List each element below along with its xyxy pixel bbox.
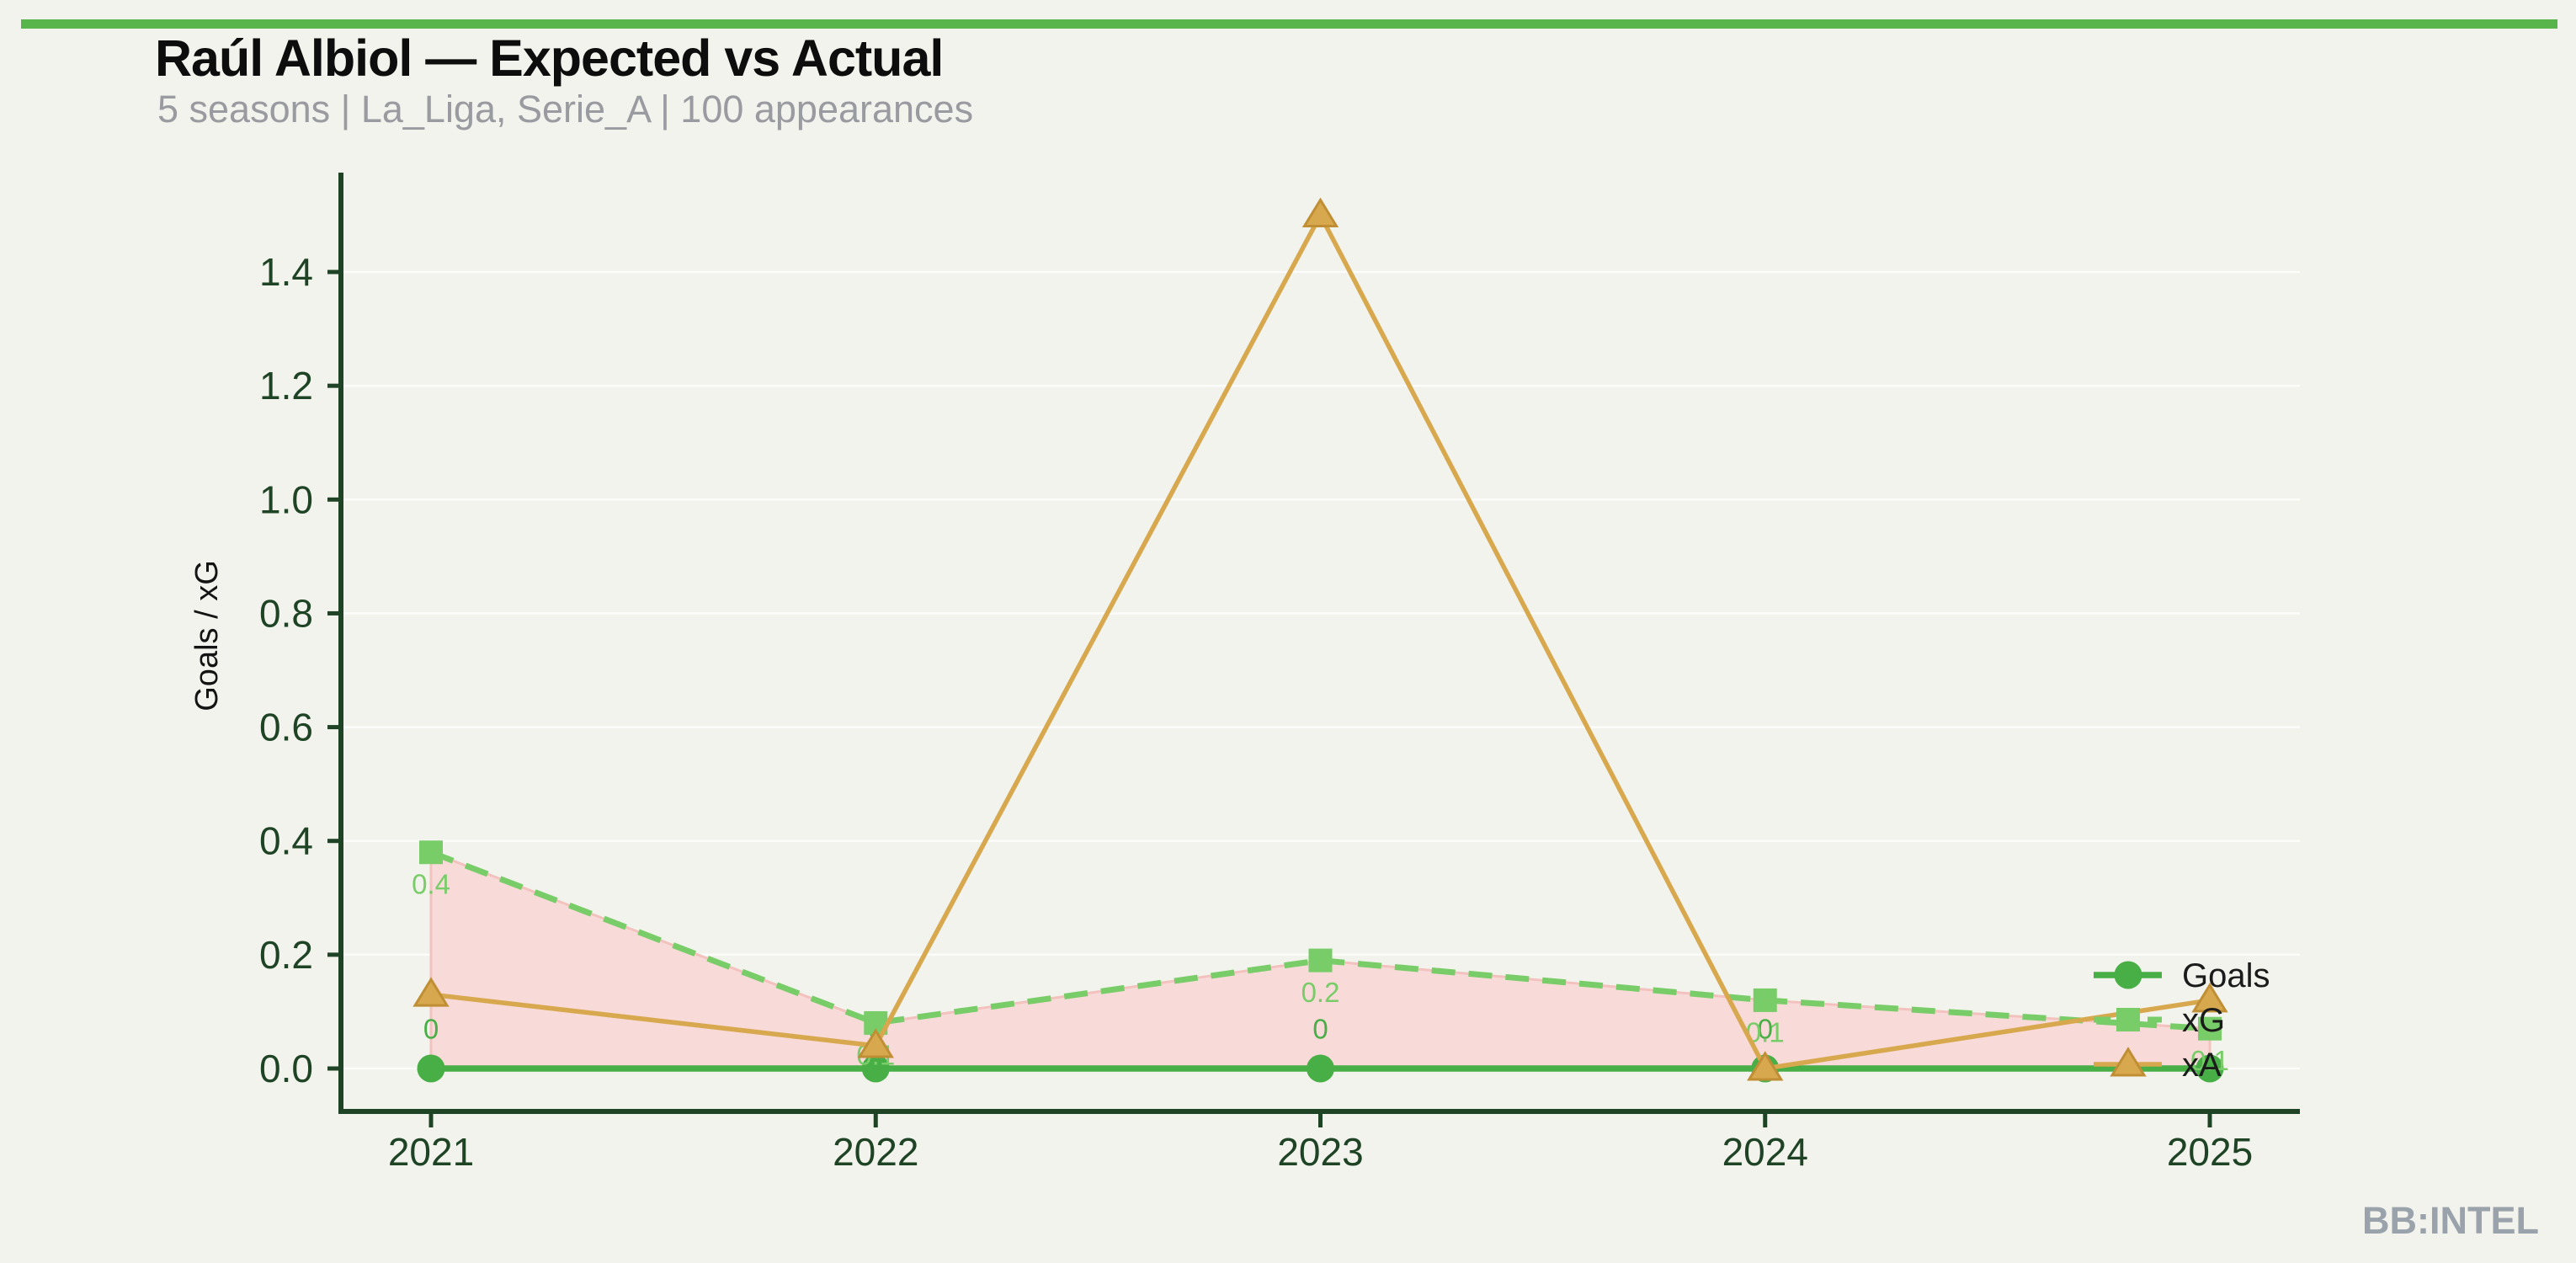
legend-label-xa: xA [2182,1047,2222,1084]
legend-label-xg: xG [2182,1002,2225,1039]
goals-point [1307,1054,1334,1083]
y-tick-label: 1.2 [259,364,313,408]
xa-point [1747,1051,1784,1081]
xg-point [1753,988,1777,1012]
x-tick-label: 2023 [1277,1130,1363,1174]
legend-label-goals: Goals [2182,957,2270,994]
y-tick-label: 0.0 [259,1047,313,1090]
watermark: BB:INTEL [2362,1199,2539,1242]
xa-point [2191,983,2228,1013]
goals-data-label: 0 [1312,1014,1328,1045]
goals-point [2195,1054,2224,1083]
legend-item-xa: xA [2094,1047,2222,1084]
legend-goals-marker [2114,961,2142,989]
x-tick-label: 2025 [2167,1130,2253,1174]
chart-subtitle: 5 seasons | La_Liga, Serie_A | 100 appea… [157,88,974,131]
xa-point [412,977,450,1007]
x-tick-label: 2021 [388,1130,474,1174]
y-tick-label: 0.6 [259,706,313,749]
y-tick-label: 1.0 [259,477,313,521]
top-accent-bar [21,19,2557,29]
y-tick-label: 0.4 [259,819,313,863]
y-axis-title: Goals / xG [189,560,225,711]
chart-title: Raúl Albiol — Expected vs Actual [155,29,944,87]
x-tick-label: 2022 [833,1130,918,1174]
xg-data-label: 0.1 [2190,1045,2229,1076]
goals-point [417,1054,445,1083]
xa-line [430,210,2211,1072]
goals-point [861,1054,890,1083]
goals-data-label: 0 [423,1014,439,1045]
y-tick-label: 1.4 [259,250,313,294]
xg-data-label: 0.2 [1301,977,1340,1008]
legend-xg-marker [2116,1008,2140,1031]
xa-point [1301,197,1339,227]
legend-xa-marker [2110,1047,2147,1077]
y-tick-label: 0.8 [259,591,313,635]
xg-point [1308,948,1333,973]
xg-point [419,840,443,865]
y-tick-label: 0.2 [259,933,313,977]
xg-line [429,849,2211,1032]
x-tick-label: 2024 [1722,1130,1808,1174]
goals-data-label: 0 [1758,1014,1773,1045]
xg-data-label: 0.4 [412,869,450,900]
xa-point [857,1028,894,1058]
xg-point [2198,1016,2222,1041]
